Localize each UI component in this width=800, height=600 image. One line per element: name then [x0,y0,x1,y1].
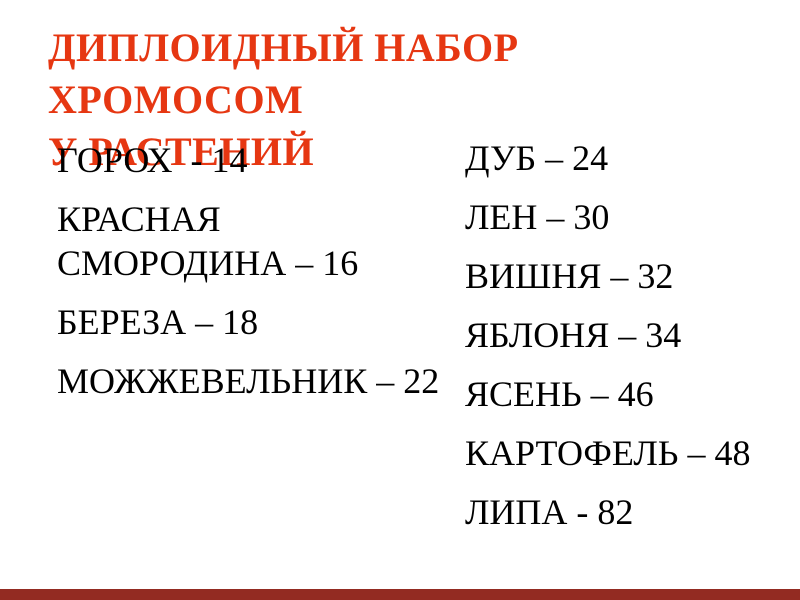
chromosome-item: ЯБЛОНЯ – 34 [465,315,682,355]
chromosome-item: БЕРЕЗА – 18 [57,302,259,342]
chromosome-item: КРАСНАЯ СМОРОДИНА – 16 [57,199,359,283]
chromosome-list-right: ДУБ – 24 ЛЕН – 30 ВИШНЯ – 32 ЯБЛОНЯ – 34… [465,136,795,534]
chromosome-item: ДУБ – 24 [465,138,609,178]
chromosome-item: ЛЕН – 30 [465,197,610,237]
footer-accent-bar [0,589,800,600]
page-title: ДИПЛОИДНЫЙ НАБОР ХРОМОСОМ У РАСТЕНИЙ [48,22,768,178]
page-title-line-2: У РАСТЕНИЙ [48,129,315,174]
chromosome-list-left: ГОРОХ - 14 КРАСНАЯ СМОРОДИНА – 16 БЕРЕЗА… [57,138,457,403]
chromosome-item: ЛИПА - 82 [465,492,634,532]
chromosome-item: ГОРОХ - 14 [57,140,248,180]
page-title-line-1: ДИПЛОИДНЫЙ НАБОР ХРОМОСОМ [48,25,519,122]
chromosome-item: ВИШНЯ – 32 [465,256,674,296]
chromosome-item: ЯСЕНЬ – 46 [465,374,654,414]
chromosome-item: КАРТОФЕЛЬ – 48 [465,433,751,473]
chromosome-item: МОЖЖЕВЕЛЬНИК – 22 [57,361,440,401]
